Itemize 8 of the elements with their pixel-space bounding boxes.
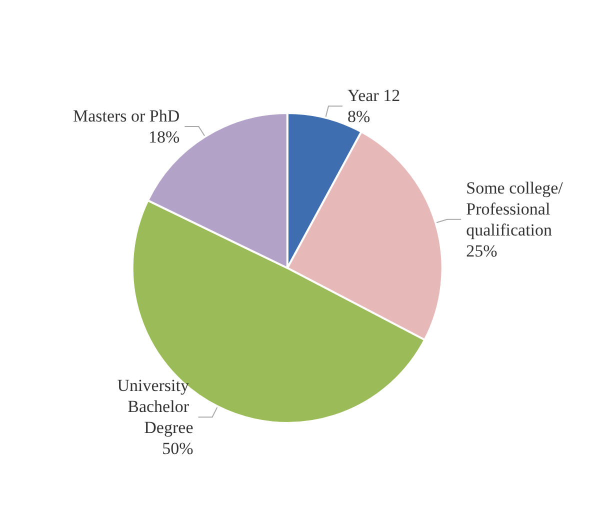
slice-label: Masters or PhD (72, 106, 180, 126)
data-label: 50% (162, 439, 194, 458)
data-label: 8% (347, 107, 370, 126)
data-label: 25% (466, 241, 498, 260)
slice-label: Year 12 (347, 86, 400, 106)
data-label: 18% (148, 128, 180, 146)
slice-label: Some college/ Professional qualification (466, 178, 568, 240)
slice-label: University Bachelor Degree (117, 376, 194, 438)
